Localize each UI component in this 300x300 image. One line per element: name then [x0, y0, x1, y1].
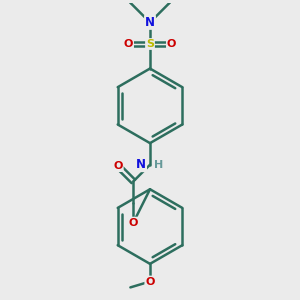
Text: S: S	[146, 39, 154, 49]
Text: H: H	[154, 160, 163, 170]
Text: O: O	[113, 161, 123, 171]
Text: O: O	[167, 39, 176, 49]
Text: O: O	[145, 277, 155, 286]
Text: N: N	[145, 16, 155, 29]
Text: O: O	[124, 39, 133, 49]
Text: N: N	[136, 158, 146, 171]
Text: O: O	[129, 218, 138, 228]
